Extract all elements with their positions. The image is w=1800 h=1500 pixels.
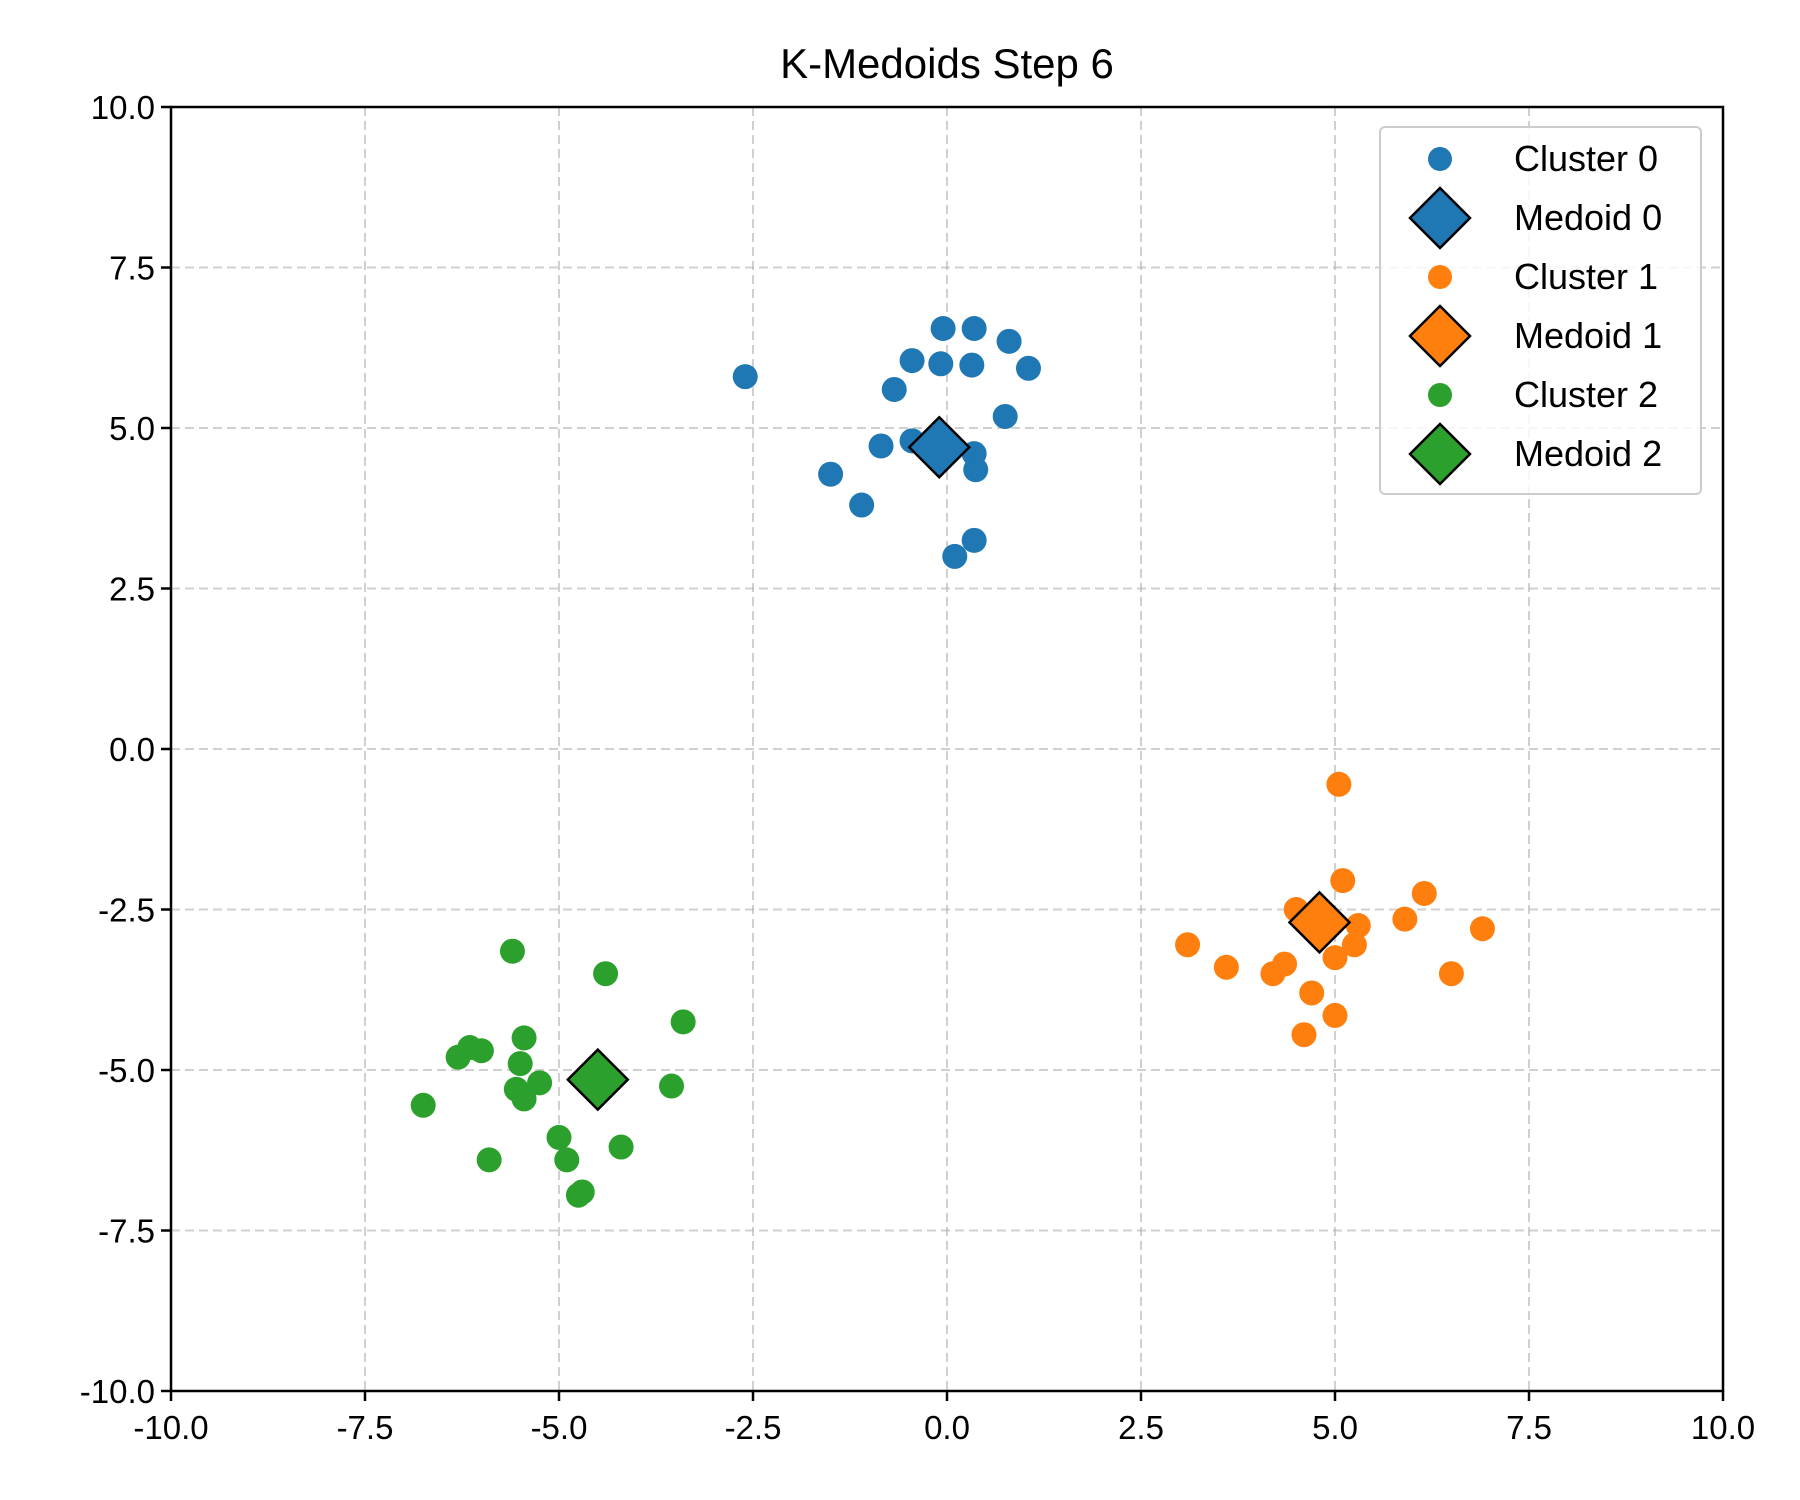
y-tick-label: -5.0 <box>98 1052 155 1089</box>
cluster-2-point <box>410 1092 436 1118</box>
legend-cluster-1-marker <box>1428 265 1452 289</box>
legend-medoid-0-marker <box>1408 186 1472 250</box>
x-tick-label: 7.5 <box>1506 1409 1552 1446</box>
cluster-2-point <box>546 1124 572 1150</box>
cluster-2-point <box>593 961 619 987</box>
cluster-0-point <box>868 433 894 459</box>
cluster-2-point <box>659 1073 685 1099</box>
x-tick-label: -10.0 <box>133 1409 208 1446</box>
cluster-2-point <box>507 1051 533 1077</box>
x-tick-label: 0.0 <box>924 1409 970 1446</box>
cluster-2-point <box>670 1009 696 1035</box>
cluster-1-point <box>1469 916 1495 942</box>
y-tick-label: 2.5 <box>109 571 155 608</box>
y-tick-label: 0.0 <box>109 731 155 768</box>
cluster-1-point <box>1345 913 1371 939</box>
cluster-2-point <box>476 1147 502 1173</box>
cluster-1-point <box>1438 961 1464 987</box>
cluster-1-point <box>1322 1002 1348 1028</box>
y-tick-label: -10.0 <box>80 1373 155 1410</box>
cluster-1-point <box>1326 771 1352 797</box>
cluster-2-point <box>511 1025 537 1051</box>
cluster-0-point <box>961 315 987 341</box>
cluster-2-point <box>569 1179 595 1205</box>
axis-ticks: -10.0 -7.5 -5.0 -2.5 0.0 2.5 5.0 7.5 10.0 -10.0 -7… <box>80 89 1755 1446</box>
cluster-2-point <box>554 1147 580 1173</box>
cluster-0-point <box>1015 355 1041 381</box>
x-tick-label: 10.0 <box>1691 1409 1755 1446</box>
legend: Cluster 0 Medoid 0 Cluster 1 Medoid 1 Cluste… <box>1379 126 1702 495</box>
y-tick-label: 7.5 <box>109 250 155 287</box>
cluster-0-point <box>961 527 987 553</box>
legend-cluster-0-marker <box>1428 147 1452 171</box>
cluster-0-point <box>899 348 925 374</box>
cluster-1-point <box>1175 932 1201 958</box>
cluster-0-point <box>963 457 989 483</box>
x-tick-label: -5.0 <box>531 1409 588 1446</box>
y-tick-label: 10.0 <box>91 89 155 126</box>
cluster-0-point <box>732 364 758 390</box>
cluster-1-point <box>1341 932 1367 958</box>
legend-cluster-1-label: Cluster 1 <box>1514 256 1658 297</box>
cluster-1-point <box>1330 868 1356 894</box>
cluster-0-point <box>942 543 968 569</box>
legend-medoid-0-label: Medoid 0 <box>1514 197 1662 238</box>
y-tick-label: -2.5 <box>98 892 155 929</box>
x-tick-label: 5.0 <box>1312 1409 1358 1446</box>
legend-cluster-2-marker <box>1428 383 1452 407</box>
legend-medoid-2-label: Medoid 2 <box>1514 433 1662 474</box>
cluster-1-point <box>1299 980 1325 1006</box>
cluster-1-point <box>1291 1022 1317 1048</box>
cluster-1-point <box>1411 880 1437 906</box>
cluster-2-point <box>527 1070 553 1096</box>
cluster-0-point <box>992 403 1018 429</box>
x-tick-label: 2.5 <box>1118 1409 1164 1446</box>
y-tick-label: -7.5 <box>98 1213 155 1250</box>
legend-medoid-1-label: Medoid 1 <box>1514 315 1662 356</box>
cluster-1-point <box>1322 945 1348 971</box>
legend-cluster-2-label: Cluster 2 <box>1514 374 1658 415</box>
legend-medoid-2-marker <box>1408 422 1472 486</box>
cluster-0-point <box>928 351 954 377</box>
y-tick-label: 5.0 <box>109 410 155 447</box>
x-tick-label: -2.5 <box>725 1409 782 1446</box>
medoid-1-marker <box>1287 890 1352 955</box>
chart-title: K-Medoids Step 6 <box>780 40 1114 87</box>
cluster-0-point <box>959 352 985 378</box>
cluster-2-point <box>445 1044 471 1070</box>
cluster-0-point <box>996 328 1022 354</box>
cluster-2-point <box>608 1134 634 1160</box>
legend-cluster-0-label: Cluster 0 <box>1514 138 1658 179</box>
x-tick-label: -7.5 <box>337 1409 394 1446</box>
cluster-2-point <box>511 1086 537 1112</box>
cluster-0-point <box>881 376 907 402</box>
medoid-markers <box>566 415 1352 1112</box>
cluster-1-point <box>1213 954 1239 980</box>
cluster-1-point <box>1392 906 1418 932</box>
cluster-0-point <box>849 492 875 518</box>
medoid-0-marker <box>907 415 972 480</box>
cluster-1-point <box>1260 961 1286 987</box>
cluster-2-point <box>468 1038 494 1064</box>
cluster-0-point <box>818 461 844 487</box>
medoid-2-marker <box>566 1047 630 1112</box>
legend-medoid-1-marker <box>1408 304 1472 368</box>
cluster-0-point <box>930 315 956 341</box>
cluster-2-point <box>499 938 525 964</box>
legend-items: Cluster 0 Medoid 0 Cluster 1 Medoid 1 Cluste… <box>1408 138 1662 486</box>
